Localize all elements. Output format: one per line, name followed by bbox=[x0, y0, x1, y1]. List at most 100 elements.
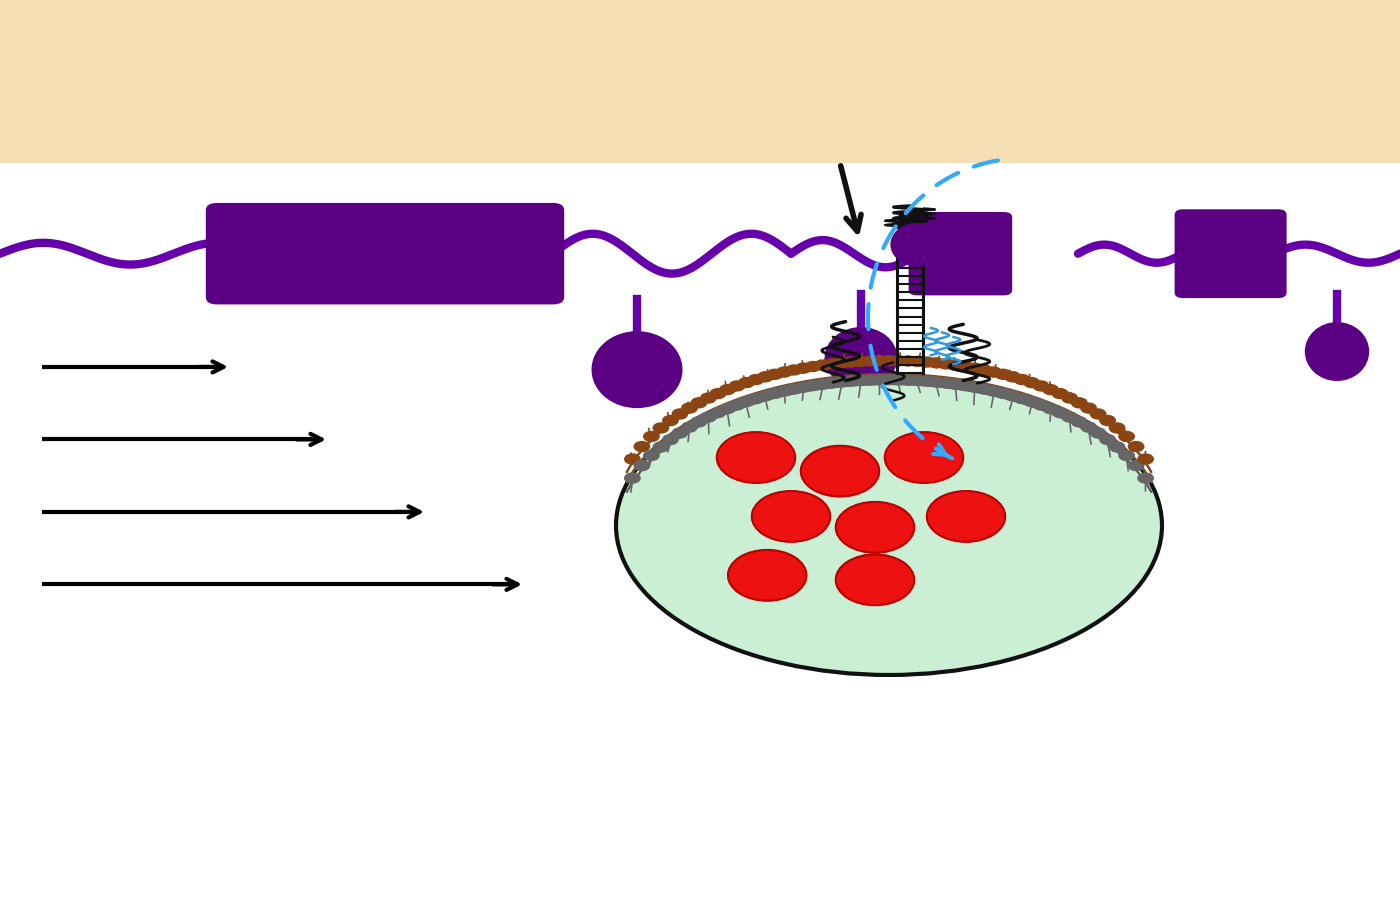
Circle shape bbox=[787, 365, 802, 375]
Ellipse shape bbox=[731, 439, 1047, 612]
Circle shape bbox=[720, 385, 735, 395]
Circle shape bbox=[767, 389, 783, 399]
Circle shape bbox=[928, 377, 944, 387]
Circle shape bbox=[853, 375, 868, 385]
Ellipse shape bbox=[806, 480, 972, 571]
Circle shape bbox=[739, 378, 755, 388]
Circle shape bbox=[910, 356, 925, 366]
FancyBboxPatch shape bbox=[1175, 209, 1287, 298]
Circle shape bbox=[1128, 441, 1144, 451]
Circle shape bbox=[986, 386, 1001, 396]
FancyBboxPatch shape bbox=[477, 208, 540, 299]
Circle shape bbox=[710, 408, 725, 418]
Circle shape bbox=[729, 381, 745, 390]
Circle shape bbox=[624, 473, 640, 483]
Circle shape bbox=[967, 382, 983, 392]
Ellipse shape bbox=[622, 413, 1156, 608]
Circle shape bbox=[672, 409, 687, 419]
Circle shape bbox=[1071, 398, 1086, 408]
Circle shape bbox=[662, 416, 678, 426]
Circle shape bbox=[1043, 385, 1058, 395]
Circle shape bbox=[948, 379, 963, 389]
Circle shape bbox=[634, 460, 650, 470]
Circle shape bbox=[767, 370, 783, 380]
Circle shape bbox=[692, 398, 707, 408]
Circle shape bbox=[729, 400, 745, 410]
Ellipse shape bbox=[643, 391, 1134, 660]
Circle shape bbox=[920, 357, 935, 367]
Circle shape bbox=[938, 378, 953, 388]
Circle shape bbox=[853, 356, 868, 366]
Circle shape bbox=[644, 450, 659, 460]
Circle shape bbox=[777, 367, 792, 377]
Circle shape bbox=[1043, 404, 1058, 414]
Circle shape bbox=[815, 360, 830, 370]
Circle shape bbox=[836, 554, 914, 605]
Circle shape bbox=[752, 491, 830, 542]
Circle shape bbox=[1061, 412, 1077, 422]
Circle shape bbox=[710, 389, 725, 399]
FancyBboxPatch shape bbox=[230, 208, 293, 299]
Ellipse shape bbox=[766, 458, 1012, 593]
Ellipse shape bbox=[591, 332, 683, 408]
Circle shape bbox=[748, 374, 763, 384]
Circle shape bbox=[825, 378, 840, 388]
Circle shape bbox=[1081, 403, 1096, 413]
Circle shape bbox=[634, 441, 650, 451]
FancyBboxPatch shape bbox=[291, 208, 354, 299]
Circle shape bbox=[986, 367, 1001, 377]
Circle shape bbox=[976, 365, 991, 375]
Circle shape bbox=[795, 382, 811, 392]
Circle shape bbox=[654, 442, 669, 452]
Circle shape bbox=[739, 397, 755, 407]
Circle shape bbox=[757, 371, 773, 381]
Ellipse shape bbox=[699, 420, 1081, 631]
Circle shape bbox=[654, 423, 669, 433]
Ellipse shape bbox=[848, 503, 930, 548]
Circle shape bbox=[720, 404, 735, 414]
Circle shape bbox=[948, 360, 963, 370]
Circle shape bbox=[958, 361, 973, 371]
Circle shape bbox=[624, 454, 640, 464]
Circle shape bbox=[1005, 390, 1021, 400]
Circle shape bbox=[801, 446, 879, 496]
Circle shape bbox=[843, 357, 858, 367]
Circle shape bbox=[1119, 450, 1134, 460]
Circle shape bbox=[1015, 374, 1030, 384]
Circle shape bbox=[701, 412, 717, 422]
Circle shape bbox=[920, 376, 935, 386]
Circle shape bbox=[1061, 393, 1077, 403]
Circle shape bbox=[1005, 371, 1021, 381]
Circle shape bbox=[890, 356, 906, 366]
Circle shape bbox=[885, 432, 963, 483]
Ellipse shape bbox=[671, 406, 1107, 645]
Circle shape bbox=[882, 375, 897, 384]
Circle shape bbox=[910, 375, 925, 385]
Circle shape bbox=[843, 376, 858, 386]
Circle shape bbox=[938, 359, 953, 369]
Ellipse shape bbox=[1305, 322, 1369, 381]
Circle shape bbox=[1015, 393, 1030, 403]
Bar bbox=[0, 0, 1400, 163]
Circle shape bbox=[1138, 454, 1154, 464]
Circle shape bbox=[682, 403, 697, 413]
Circle shape bbox=[1023, 378, 1039, 388]
Circle shape bbox=[872, 356, 888, 366]
FancyBboxPatch shape bbox=[354, 208, 416, 299]
Circle shape bbox=[1033, 400, 1049, 410]
Ellipse shape bbox=[825, 327, 897, 389]
Circle shape bbox=[1109, 442, 1124, 452]
Circle shape bbox=[995, 370, 1011, 380]
Ellipse shape bbox=[890, 223, 944, 266]
Circle shape bbox=[728, 550, 806, 601]
Circle shape bbox=[1119, 431, 1134, 441]
Circle shape bbox=[872, 375, 888, 385]
FancyBboxPatch shape bbox=[416, 208, 479, 299]
Circle shape bbox=[787, 384, 802, 394]
Circle shape bbox=[1128, 460, 1144, 470]
Circle shape bbox=[1033, 381, 1049, 390]
Circle shape bbox=[834, 377, 850, 387]
Circle shape bbox=[834, 358, 850, 368]
Circle shape bbox=[967, 363, 983, 373]
FancyBboxPatch shape bbox=[206, 203, 564, 304]
